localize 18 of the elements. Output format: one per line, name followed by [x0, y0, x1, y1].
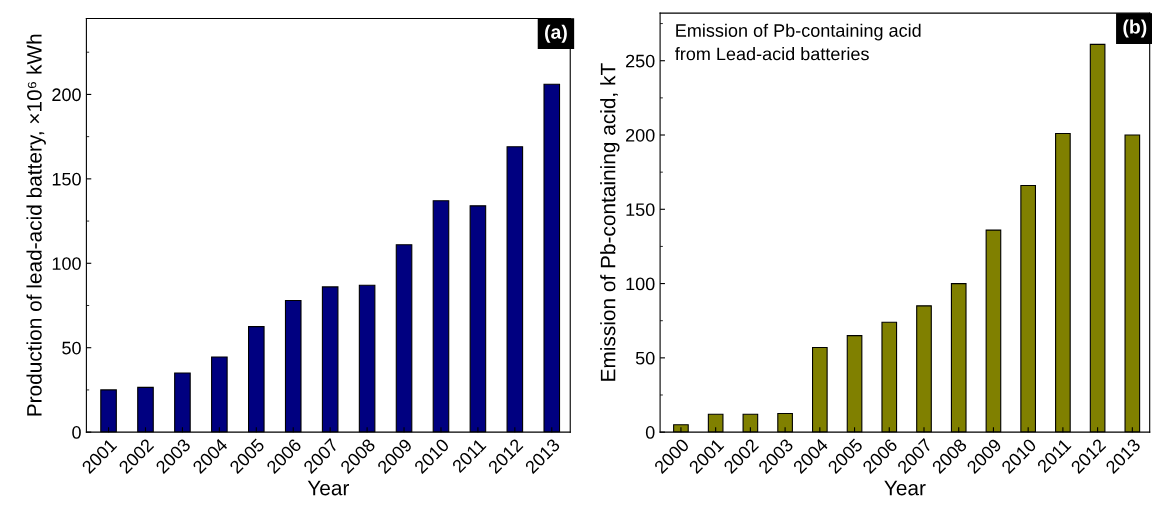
x-axis-title: Year: [307, 480, 350, 496]
y-axis-title: Production of lead-acid battery, ×10⁶ kWh: [26, 34, 46, 416]
y-tick-label: 200: [626, 128, 655, 142]
y-tick-label: 0: [72, 426, 81, 439]
annotation: Emission of Pb-containing acid from Lead-acid batteries: [675, 23, 921, 61]
y-tick-label: 100: [626, 277, 655, 291]
y-tick-label: 250: [626, 54, 655, 68]
y-tick-label: 150: [626, 203, 655, 217]
y-tick-label: 50: [62, 341, 81, 355]
y-tick-label: 100: [52, 257, 81, 270]
x-axis-title: Year: [884, 480, 926, 496]
y-tick-label: 150: [52, 172, 81, 186]
y-tick-label: 0: [645, 426, 655, 439]
y-axis-title: Emission of Pb-containing acid, kT: [600, 63, 620, 381]
annotation: (a): [545, 24, 567, 43]
y-tick-label: 50: [635, 351, 655, 365]
y-tick-label: 200: [52, 88, 81, 102]
annotation: (b): [1123, 19, 1147, 38]
